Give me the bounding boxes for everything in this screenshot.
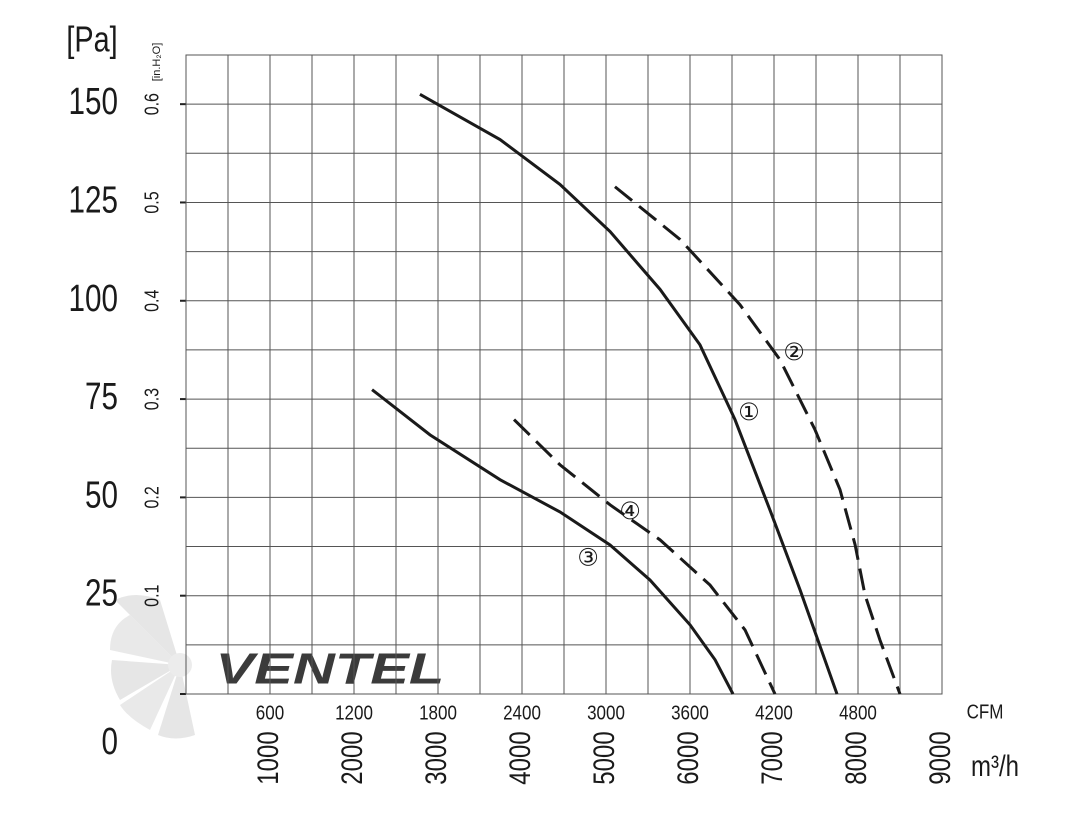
y2-tick-label: 0.6 <box>141 93 163 115</box>
y-tick-label: 0 <box>102 721 118 763</box>
curve <box>371 388 735 695</box>
watermark-logo <box>110 595 195 739</box>
curve <box>419 93 839 695</box>
y-tick-label: 125 <box>69 179 118 221</box>
x-tick-label: 1200 <box>335 701 373 724</box>
x-tick-label: 2400 <box>503 701 541 724</box>
y-tick-label: 50 <box>85 474 118 516</box>
x-tick-label: 600 <box>256 701 284 724</box>
x-tick-label: 1800 <box>419 701 457 724</box>
curve-label: ④ <box>619 498 641 525</box>
curve <box>614 185 902 695</box>
x2-tick-label: 7000 <box>754 731 788 784</box>
watermark: VENTEL <box>216 644 445 692</box>
x-tick-label: 4800 <box>839 701 877 724</box>
x-axis-label: CFM <box>967 700 1004 723</box>
y-tick-label: 75 <box>85 376 118 418</box>
x2-tick-label: 2000 <box>334 731 368 784</box>
y2-tick-label: 0.5 <box>141 191 163 213</box>
x-tick-label: 4200 <box>755 701 793 724</box>
y-tick-label: 25 <box>85 572 118 614</box>
y2-tick-label: 0.1 <box>141 585 163 607</box>
y-tick-label: 100 <box>69 277 118 319</box>
x2-tick-label: 4000 <box>502 731 536 784</box>
x-tick-label: 3000 <box>587 701 625 724</box>
plot-frame <box>185 54 943 695</box>
x2-tick-label: 1000 <box>250 731 284 784</box>
x2-tick-label: 6000 <box>670 731 704 784</box>
y-tick-label: 150 <box>69 81 118 123</box>
y2-tick-label: 0.3 <box>141 388 163 410</box>
curve-label: ② <box>783 339 805 366</box>
y2-tick-label: 0.4 <box>141 290 163 312</box>
x2-tick-label: 8000 <box>838 731 872 784</box>
x2-tick-label: 3000 <box>418 731 452 784</box>
curve-label: ③ <box>577 544 599 571</box>
y2-tick-label: 0.2 <box>141 486 163 508</box>
x2-tick-label: 9000 <box>922 731 956 784</box>
y2-axis-label: [in.H₂O] <box>151 43 163 82</box>
x2-axis-label: m³/h <box>971 748 1019 782</box>
y-axis-label: [Pa] <box>66 18 117 59</box>
x2-tick-label: 5000 <box>586 731 620 784</box>
curve <box>512 418 777 695</box>
curve-label: ① <box>738 399 760 426</box>
x-tick-label: 3600 <box>671 701 709 724</box>
